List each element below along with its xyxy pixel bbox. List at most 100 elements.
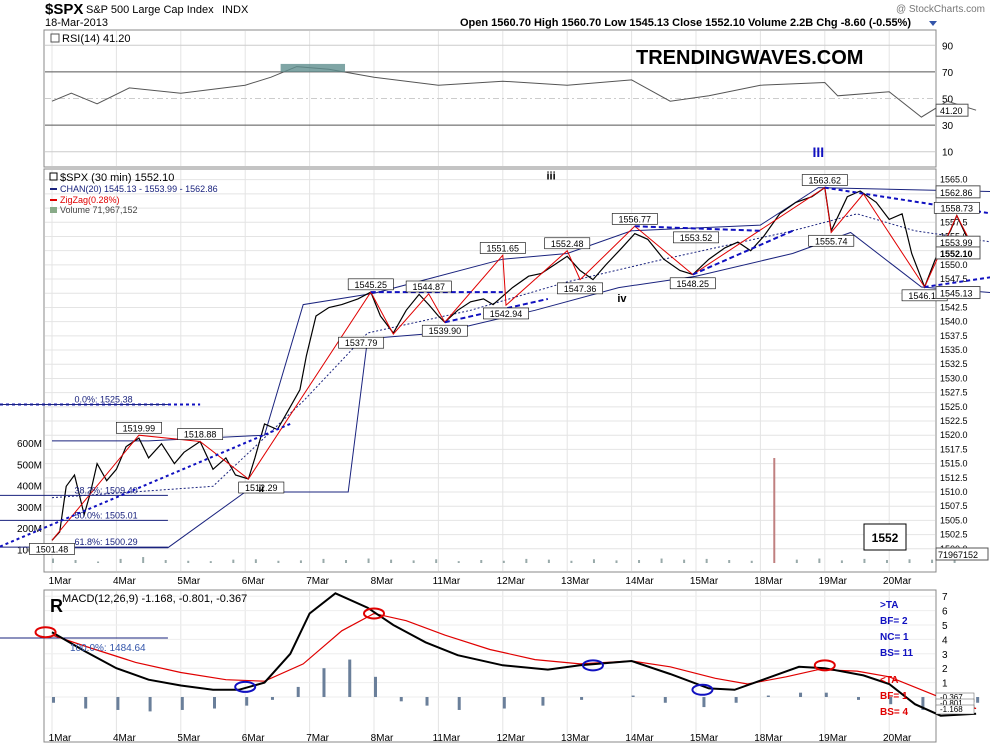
macd-tick-label: 1: [942, 679, 948, 690]
x-tick-label: 5Mar: [177, 733, 200, 744]
macd-value-tag: -0.801: [940, 699, 963, 708]
macd-histogram-bar: [976, 697, 980, 703]
price-tick-label: 1522.5: [940, 416, 968, 426]
rsi-value-tag: 41.20: [940, 106, 963, 116]
fib-label: 0.0%: 1525.38: [75, 395, 133, 405]
rsi-tick-label: 50: [942, 95, 954, 106]
right-price-tag-box: [935, 286, 981, 300]
price-tick-label: 1525.0: [940, 402, 968, 412]
rsi-value-tag-box: [935, 103, 969, 117]
rsi-tick-label: 30: [942, 121, 954, 132]
macd-histogram-bar: [631, 695, 635, 697]
price-tick-label: 1530.0: [940, 373, 968, 383]
volume-bar: [502, 560, 505, 563]
rsi-overbought-fill: [280, 63, 346, 72]
chart-date: 18-Mar-2013: [45, 17, 108, 29]
rsi-tick-label: 90: [942, 41, 954, 52]
x-tick-label: 8Mar: [371, 576, 394, 587]
x-tick-label: 18Mar: [754, 733, 783, 744]
watermark: @ StockCharts.com: [896, 4, 985, 15]
right-price-tag: 1562.86: [940, 188, 973, 198]
price-tick-label: 1550.0: [940, 260, 968, 270]
price-tick-label: 1565.0: [940, 175, 968, 185]
price-label: 1553.52: [680, 233, 713, 243]
zigzag-line: [51, 186, 977, 541]
annotation-layer: 0.0%: 1525.38 38.2%: 1509.40 50.0%: 1505.0…: [0, 144, 990, 561]
price-label: 1542.94: [490, 309, 523, 319]
volume-bar: [908, 559, 911, 563]
x-tick-label: 11Mar: [433, 576, 461, 587]
price-tick-label: 1512.5: [940, 473, 968, 483]
macd-histogram-bar: [148, 697, 152, 712]
brand-title: TRENDINGWAVES.COM: [636, 47, 863, 69]
price-label: 1544.87: [412, 282, 445, 292]
legend-item: $SPX (30 min) 1552.10: [60, 172, 174, 184]
macd-tick-label: 3: [942, 650, 948, 661]
price-legend: $SPX (30 min) 1552.10 CHAN(20) 1545.13 -…: [49, 172, 218, 215]
rsi-layer: 41.20: [51, 63, 977, 118]
macd-signal-text: BF= 1: [880, 691, 908, 702]
x-tick-label: 11Mar: [433, 733, 461, 744]
price-label-box: [669, 277, 716, 290]
price-tick-label: 1510.0: [940, 487, 968, 497]
x-tick-label: 4Mar: [113, 733, 136, 744]
price-label: 1512.29: [245, 483, 278, 493]
macd-tick-label: 6: [942, 607, 948, 618]
macd-histogram-bar: [245, 697, 249, 706]
price-label-box: [483, 307, 529, 320]
price-label: 1548.25: [677, 279, 710, 289]
price-label-box: [347, 278, 394, 291]
price-label: 1547.36: [564, 284, 597, 294]
volume-tick-label: 600M: [17, 439, 42, 450]
volume-bar: [592, 559, 595, 563]
x-tick-label: 19Mar: [819, 733, 848, 744]
price-label: 1545.25: [355, 280, 388, 290]
volume-bar: [412, 560, 415, 563]
volume-bar: [885, 560, 888, 563]
volume-tick-label: 500M: [17, 460, 42, 471]
price-tick-label: 1520.0: [940, 430, 968, 440]
volume-bar: [367, 558, 370, 563]
price-label-box: [557, 282, 603, 295]
price-label-box: [238, 481, 285, 494]
x-tick-label: 4Mar: [113, 576, 136, 587]
price-tick-label: 1537.5: [940, 331, 968, 341]
price-label-box: [544, 237, 591, 250]
volume-tag: 71967152: [938, 550, 978, 560]
wave-label: iv: [617, 293, 627, 305]
rsi-tick-label: 70: [942, 68, 954, 79]
trendline-4: [634, 225, 761, 232]
volume-bar: [683, 559, 686, 563]
price-layer: [51, 186, 977, 541]
volume-bar: [547, 559, 550, 563]
price-box-value: 1552: [872, 531, 899, 545]
macd-histogram-bar: [734, 697, 738, 703]
price-label: 1555.74: [815, 236, 848, 246]
macd-signal-circle: [813, 659, 836, 672]
macd-histogram-bar: [502, 697, 506, 709]
price-tick-label: 1515.0: [940, 459, 968, 469]
price-label-box: [405, 280, 452, 293]
volume-tag-box: [935, 547, 989, 561]
price-panel: [43, 168, 937, 573]
price-label: 1552.48: [551, 239, 584, 249]
grid-layer: 1Mar 1Mar 4Mar 4Mar 5Mar 5Mar 6Mar 6Mar 7Mar 7Mar…: [17, 31, 968, 744]
price-label: 1551.65: [487, 243, 520, 253]
right-price-tag-box: [935, 185, 981, 199]
macd-histogram-bar: [663, 697, 667, 703]
volume-bar: [97, 561, 100, 563]
macd-histogram-bar: [180, 697, 184, 710]
price-label-box: [933, 201, 980, 214]
macd-panel: [43, 589, 937, 743]
volume-bar: [638, 560, 641, 563]
chevron-down-icon[interactable]: [929, 21, 937, 26]
legend-item: ZigZag(0.28%): [60, 195, 120, 205]
price-label: 1519.99: [123, 423, 156, 433]
volume-bar: [863, 558, 866, 563]
macd-signal-text: <TA: [880, 675, 898, 686]
volume-bar: [164, 560, 167, 563]
macd-signal-text: BS= 4: [880, 707, 909, 718]
volume-bar: [570, 560, 573, 563]
price-label-box: [421, 324, 468, 337]
